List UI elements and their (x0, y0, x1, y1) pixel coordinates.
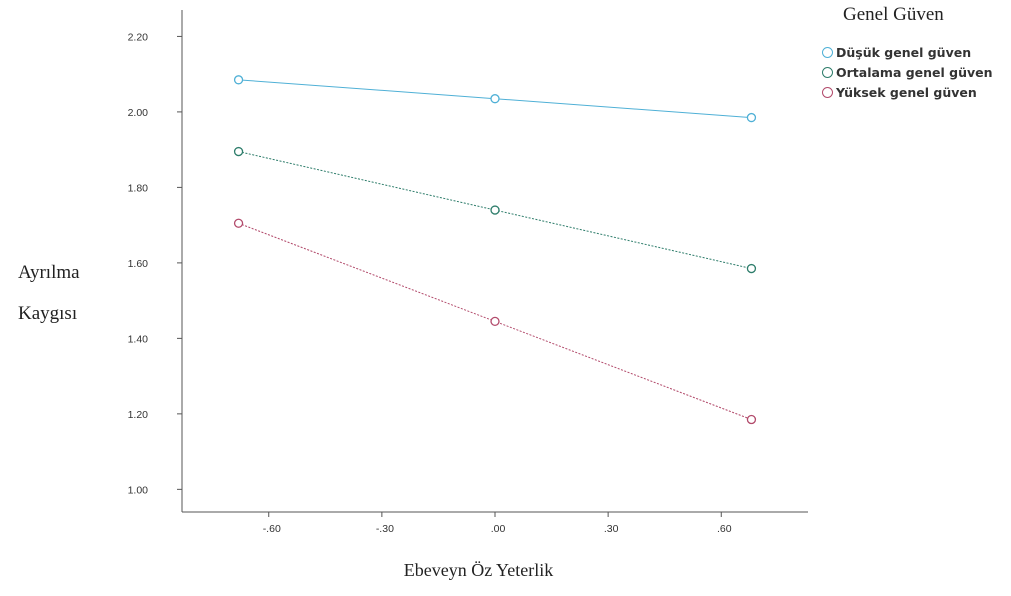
axes (181, 10, 808, 513)
y-axis-label-line2: Kaygısı (18, 303, 78, 324)
x-tick-label: .60 (717, 523, 732, 535)
legend-label: Düşük genel güven (836, 44, 972, 60)
data-point (233, 146, 244, 157)
data-point (233, 218, 244, 228)
y-tick-label: 1.20 (128, 409, 149, 421)
x-tick-label: .00 (491, 523, 506, 535)
series-group (233, 75, 757, 425)
x-tick-label: -.60 (263, 523, 281, 535)
x-ticks: -.60 -.30 .00 .30 .60 (263, 512, 732, 535)
data-point (490, 316, 500, 327)
y-axis-label-line1: Ayrılma (18, 262, 80, 283)
y-tick-label: 2.20 (128, 31, 149, 43)
legend-marker-icon (822, 46, 833, 58)
data-point (746, 112, 757, 123)
legend-item: Ortalama genel güven (822, 62, 993, 82)
y-ticks: 1.00 1.20 1.40 1.60 1.80 2.00 2.20 (128, 31, 182, 496)
legend-item: Yüksek genel güven (822, 82, 993, 102)
y-tick-label: 1.60 (128, 258, 149, 270)
legend: Düşük genel güven Ortalama genel güven Yük… (822, 42, 993, 102)
data-point (490, 94, 500, 104)
legend-label: Yüksek genel güven (836, 84, 977, 100)
x-axis-label: Ebeveyn Öz Yeterlik (403, 560, 554, 580)
data-point (233, 75, 244, 85)
legend-title: Genel Güven (843, 4, 944, 25)
x-tick-label: -.30 (376, 523, 394, 535)
x-tick-label: .30 (604, 523, 619, 535)
legend-marker-icon (822, 66, 833, 78)
data-point (746, 263, 757, 274)
y-tick-label: 1.80 (128, 182, 149, 194)
y-tick-label: 1.40 (128, 333, 149, 345)
y-tick-label: 1.00 (128, 484, 149, 496)
legend-label: Ortalama genel güven (836, 64, 993, 80)
legend-marker-icon (822, 86, 833, 98)
data-point (746, 414, 757, 425)
legend-item: Düşük genel güven (822, 42, 993, 62)
data-point (490, 205, 500, 215)
y-tick-label: 2.00 (128, 107, 149, 119)
